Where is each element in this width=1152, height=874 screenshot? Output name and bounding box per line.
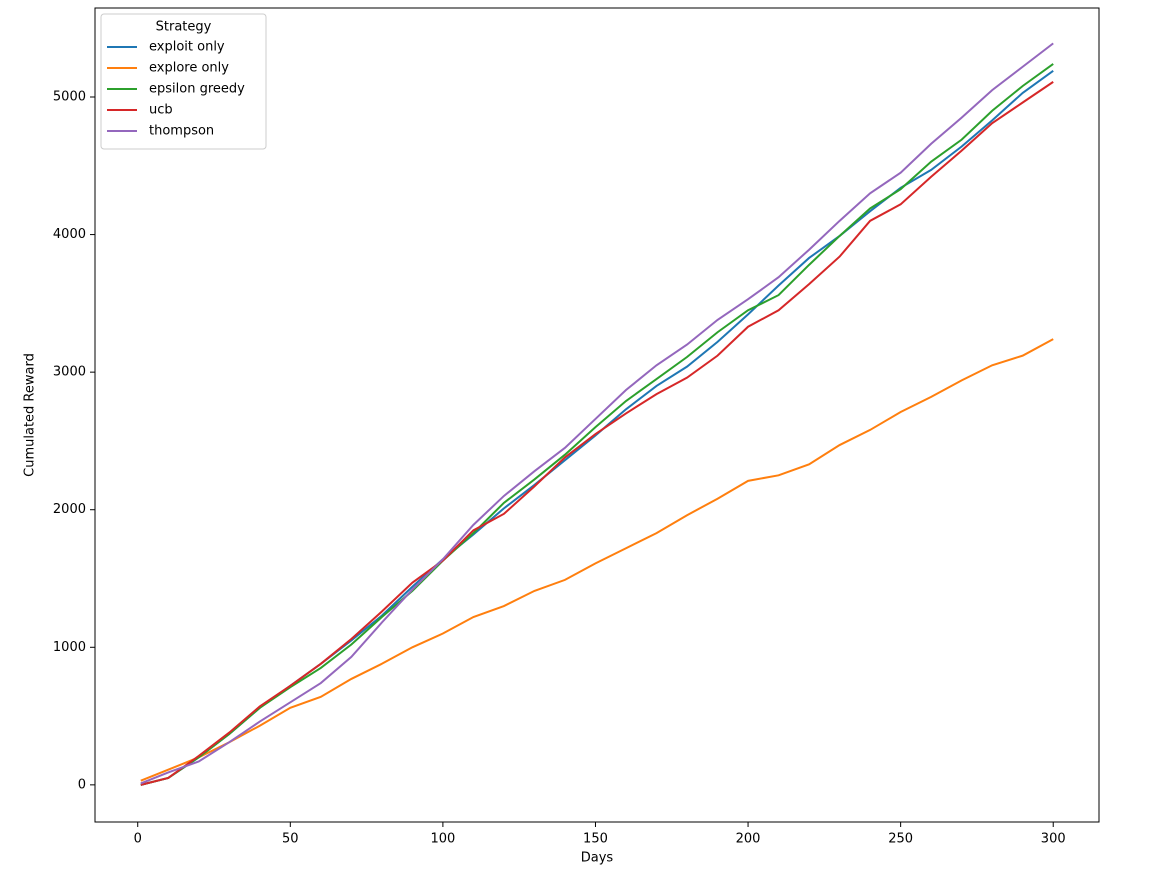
series-line bbox=[140, 81, 1054, 786]
y-tick-label: 0 bbox=[78, 777, 86, 792]
x-tick-label: 200 bbox=[736, 832, 761, 847]
x-axis-label: Days bbox=[581, 851, 614, 866]
y-axis-label: Cumulated Reward bbox=[23, 353, 38, 477]
legend-label: exploit only bbox=[149, 40, 225, 55]
plot-frame bbox=[94, 7, 1100, 823]
series-line bbox=[140, 338, 1054, 782]
y-tick-label: 2000 bbox=[53, 502, 86, 517]
x-tick-label: 150 bbox=[583, 832, 608, 847]
series-line bbox=[140, 42, 1054, 785]
y-tick-label: 3000 bbox=[53, 365, 86, 380]
series-line bbox=[140, 70, 1054, 786]
y-tick-label: 1000 bbox=[53, 640, 86, 655]
legend-label: ucb bbox=[149, 103, 173, 118]
legend-label: thompson bbox=[149, 124, 214, 139]
x-tick-label: 250 bbox=[888, 832, 913, 847]
series-line bbox=[140, 63, 1054, 786]
y-tick-label: 4000 bbox=[53, 227, 86, 242]
legend-box bbox=[100, 13, 267, 150]
y-tick-label: 5000 bbox=[53, 90, 86, 105]
legend-label: epsilon greedy bbox=[149, 82, 245, 97]
legend-title: Strategy bbox=[156, 20, 212, 35]
x-tick-label: 0 bbox=[134, 832, 142, 847]
legend-label: explore only bbox=[149, 61, 229, 76]
x-tick-label: 50 bbox=[282, 832, 299, 847]
x-tick-label: 300 bbox=[1041, 832, 1066, 847]
x-tick-label: 100 bbox=[430, 832, 455, 847]
